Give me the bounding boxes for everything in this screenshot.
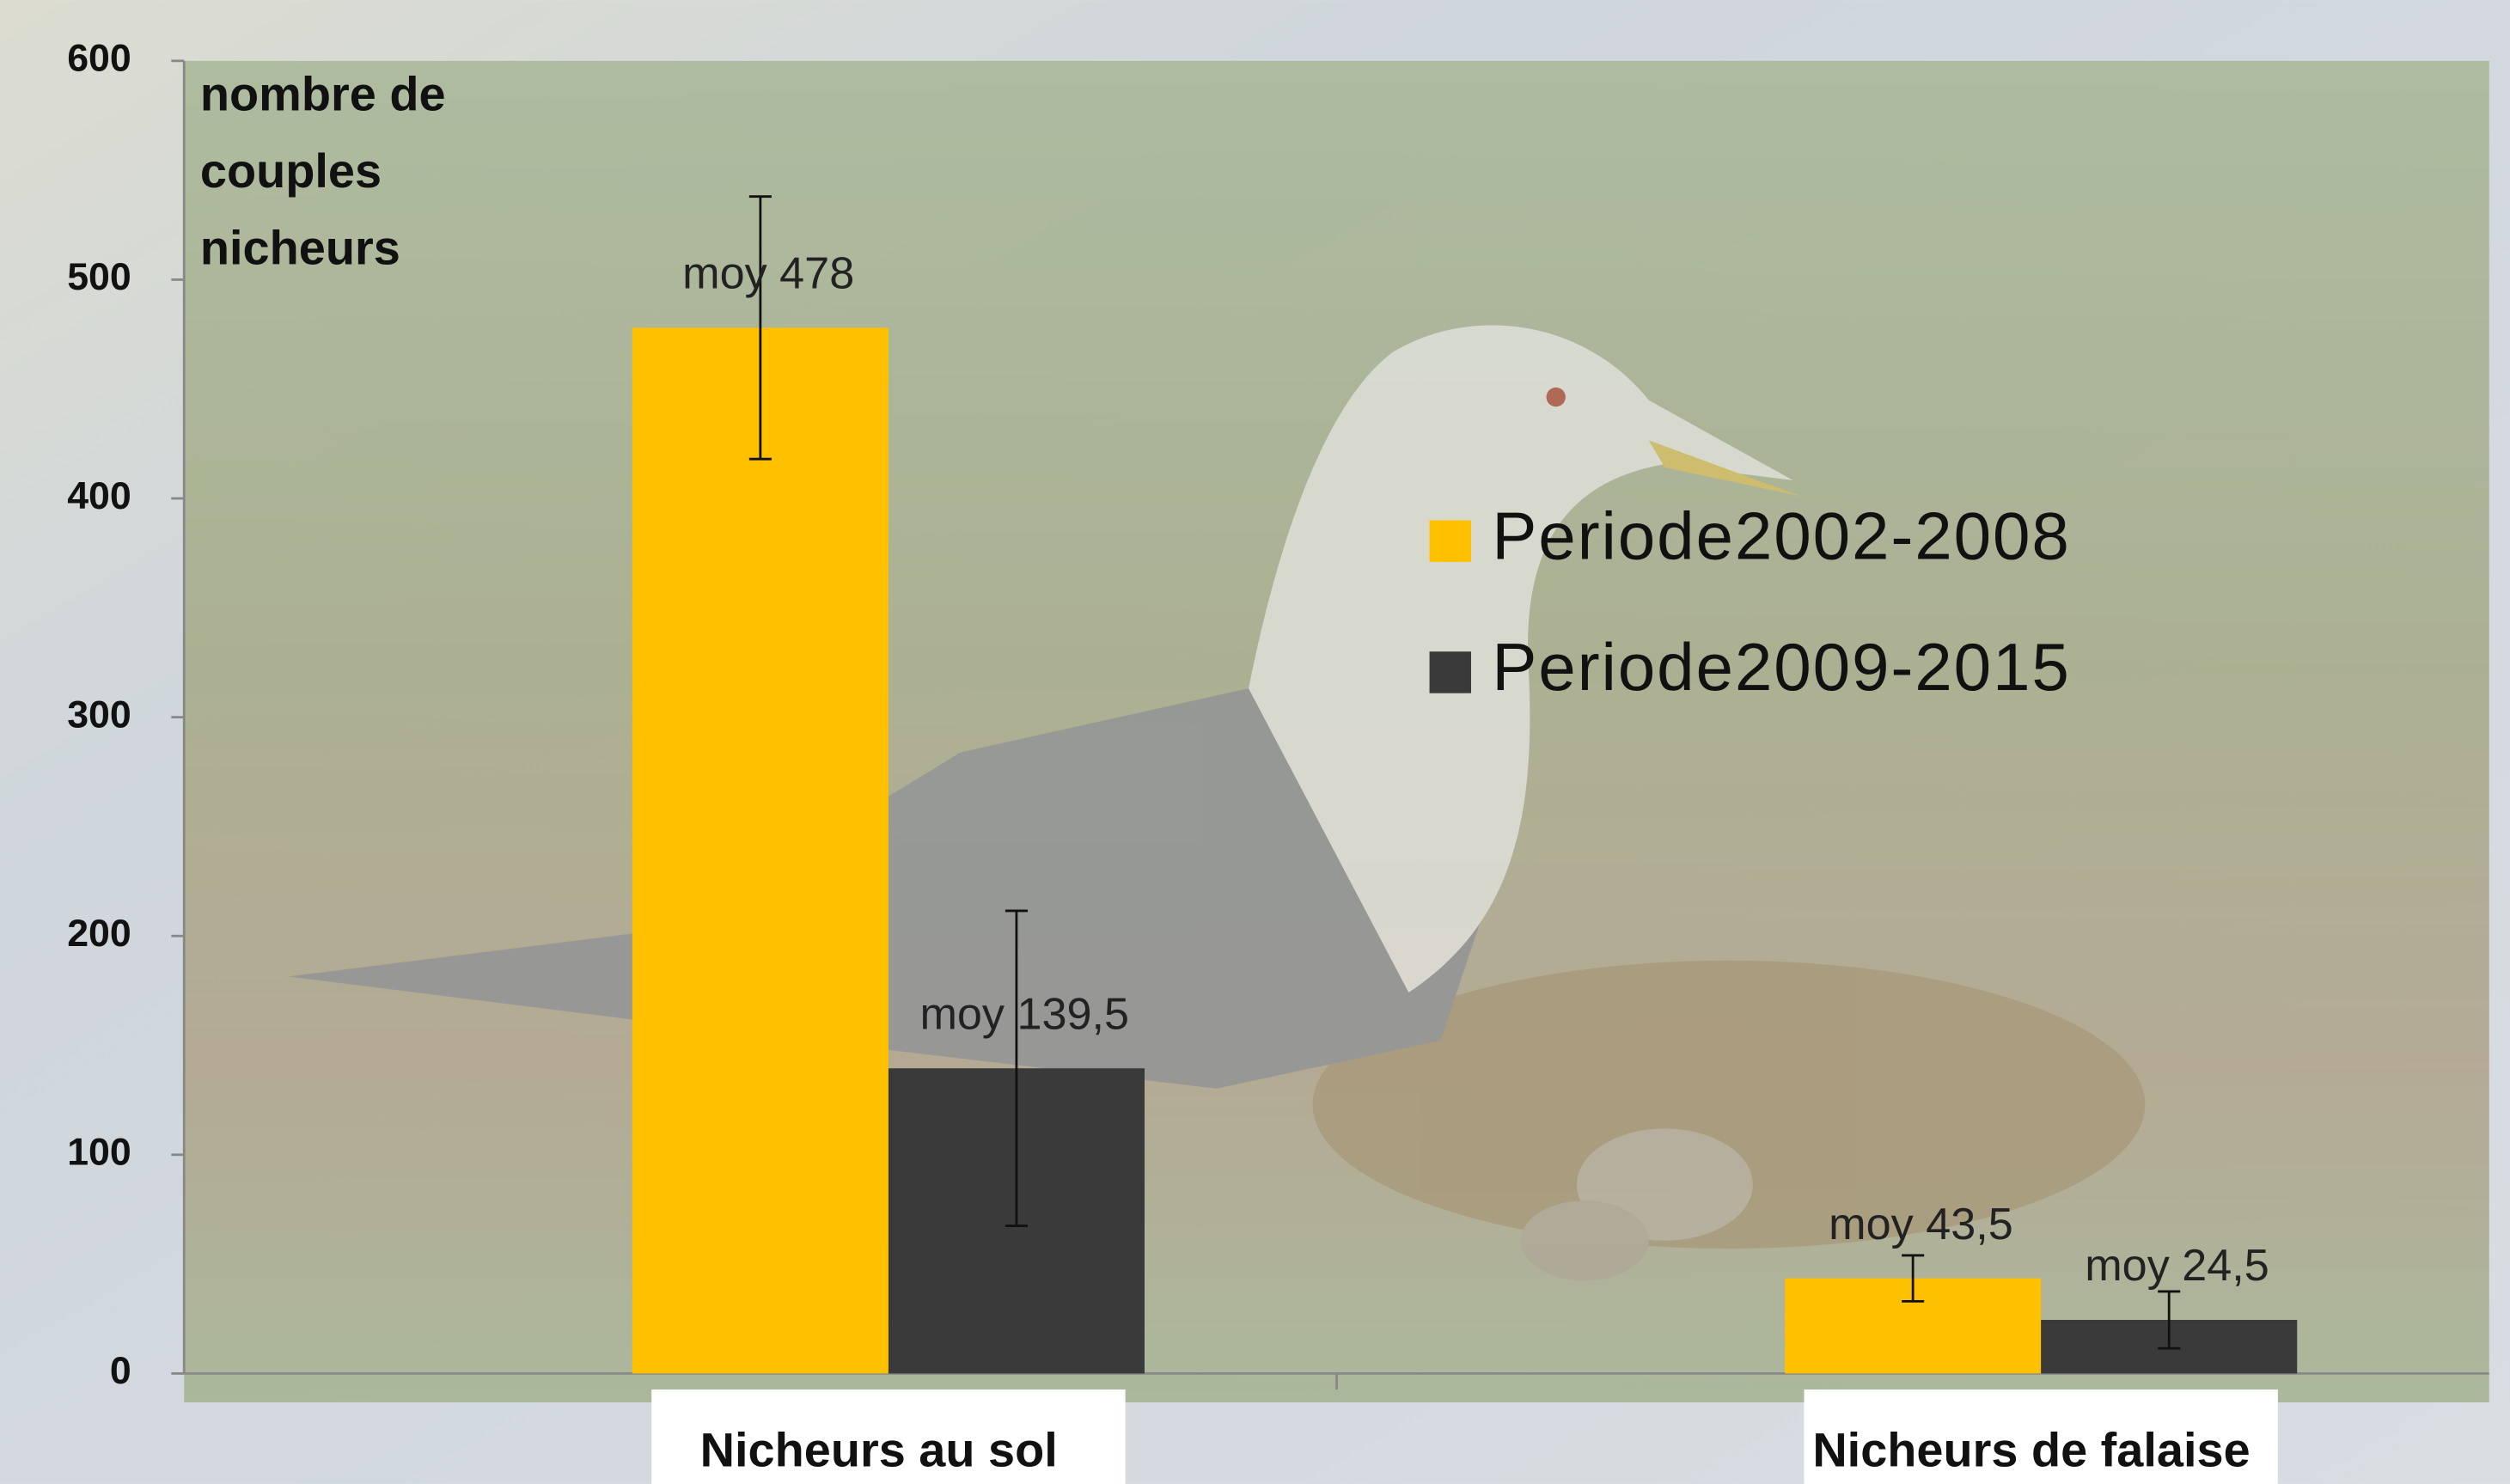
page: {"chart_data": {"type": "bar", "y_label"…: [0, 0, 2510, 1484]
value-label: moy 478: [682, 249, 854, 299]
legend-label: Periode2002-2008: [1492, 498, 2071, 573]
y-tick-label: 500: [67, 256, 131, 298]
y-axis-label: nombre de couples nicheurs: [200, 58, 536, 288]
x-tick-label: Nicheurs au sol: [700, 1422, 1058, 1476]
y-tick-label: 0: [110, 1350, 131, 1392]
legend-swatch: [1430, 651, 1471, 693]
y-tick-label: 400: [67, 475, 131, 517]
chart: nombre de couples nicheurs 0 100 200 300 400…: [0, 0, 2510, 1484]
value-label: moy 139,5: [919, 989, 1129, 1039]
bar: [632, 327, 889, 1373]
y-tick-label: 600: [67, 38, 131, 80]
y-tick-label: 100: [67, 1132, 131, 1174]
legend-swatch: [1430, 520, 1471, 561]
legend-label: Periode2009-2015: [1492, 629, 2071, 705]
value-label: moy 43,5: [1829, 1200, 2013, 1249]
value-label: moy 24,5: [2085, 1241, 2269, 1291]
y-tick-label: 300: [67, 693, 131, 736]
x-tick-label: Nicheurs de falaise: [1812, 1422, 2250, 1476]
y-tick-label: 200: [67, 913, 131, 955]
y-axis-label-box: nombre de couples nicheurs: [200, 58, 536, 314]
